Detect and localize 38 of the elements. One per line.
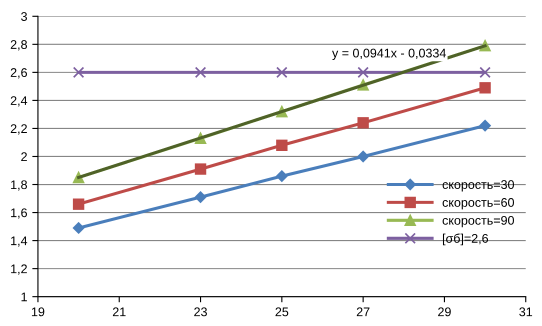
point xyxy=(357,66,369,78)
x-tick-label: 19 xyxy=(32,307,44,316)
x-tick-label: 27 xyxy=(356,307,370,316)
point xyxy=(479,82,491,94)
y-tick-label: 2 xyxy=(21,152,27,162)
point xyxy=(479,120,491,132)
point xyxy=(194,66,206,78)
legend-label: скорость=60 xyxy=(442,198,514,210)
annotation: y = 0,0941x - 0,0334 xyxy=(332,48,446,60)
point xyxy=(276,170,288,182)
y-tick-label: 1,2 xyxy=(11,264,27,275)
y-tick-label: 1,4 xyxy=(11,236,28,247)
point xyxy=(479,66,491,78)
legend-label: скорость=90 xyxy=(442,216,514,228)
y-tick-label: 3 xyxy=(21,12,27,21)
point xyxy=(194,191,206,203)
y-tick-label: 2,8 xyxy=(10,40,27,50)
y-tick-label: 1,8 xyxy=(11,180,27,191)
y-tick-label: 1 xyxy=(22,292,27,302)
legend-label: скорость=30 xyxy=(442,180,514,192)
point xyxy=(357,117,369,129)
point xyxy=(72,222,84,234)
legend-label: [σб]=2,6 xyxy=(442,234,488,246)
point xyxy=(357,150,369,162)
point xyxy=(194,163,206,175)
x-tick-label: 21 xyxy=(112,307,126,316)
point xyxy=(72,66,84,78)
point xyxy=(276,140,288,151)
y-tick-label: 2,2 xyxy=(10,124,27,135)
x-tick-label: 25 xyxy=(276,307,288,316)
y-tick-label: 1,6 xyxy=(11,208,27,219)
point xyxy=(72,198,84,210)
x-tick-label: 31 xyxy=(519,307,532,316)
x-tick-label: 23 xyxy=(194,307,207,316)
y-tick-label: 2,4 xyxy=(10,96,28,107)
x-tick-label: 29 xyxy=(438,307,451,316)
point xyxy=(276,66,288,78)
y-tick-label: 2,6 xyxy=(10,68,27,78)
